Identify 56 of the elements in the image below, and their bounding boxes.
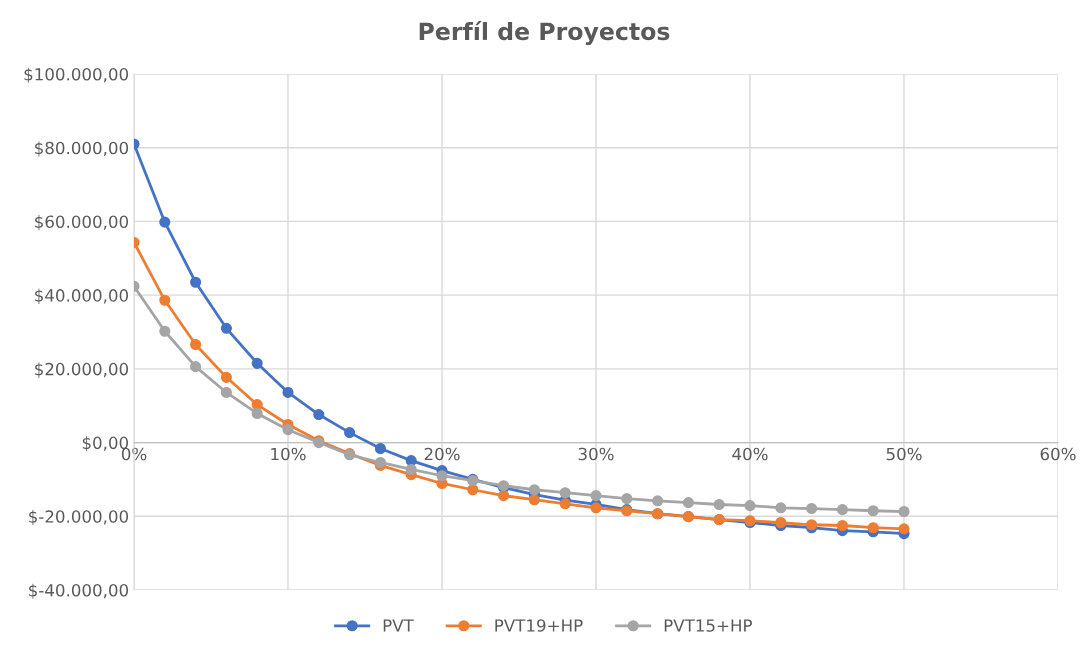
point <box>898 523 910 535</box>
point <box>374 442 386 455</box>
point <box>405 463 417 476</box>
x-tick-label: 40% <box>732 447 768 461</box>
point <box>313 409 325 421</box>
point <box>806 502 818 515</box>
point <box>220 322 232 334</box>
point <box>528 484 540 496</box>
y-tick-label: $80.000,00 <box>35 141 129 157</box>
point <box>190 338 202 351</box>
point <box>559 487 571 499</box>
point <box>251 407 263 420</box>
point <box>898 505 910 518</box>
point <box>867 505 879 517</box>
point <box>652 495 664 507</box>
point <box>467 484 479 496</box>
legend-label: PVT15+HP <box>664 619 752 632</box>
point <box>159 325 171 337</box>
point <box>436 470 448 482</box>
x-tick-label: 20% <box>424 447 460 461</box>
y-tick-label: $-20.000,00 <box>29 509 129 526</box>
point <box>190 361 202 373</box>
point <box>282 424 294 436</box>
point <box>159 216 171 228</box>
x-tick-label: 10% <box>271 447 306 461</box>
point <box>528 494 540 506</box>
x-tick-label: 30% <box>578 447 614 461</box>
y-tick-label: $20.000,00 <box>35 362 129 378</box>
point <box>251 357 263 369</box>
point <box>190 276 202 288</box>
point <box>220 386 232 399</box>
point <box>282 386 294 399</box>
point <box>867 522 879 534</box>
point <box>682 497 694 509</box>
y-tick-label: $100.000,00 <box>24 67 129 83</box>
y-tick-label: $60.000,00 <box>35 215 129 231</box>
point <box>621 493 633 505</box>
point <box>590 490 602 502</box>
point <box>498 490 510 502</box>
legend-label: PVT <box>383 619 414 632</box>
chart-title: Perfíl de Proyectos <box>419 21 670 45</box>
point <box>713 498 725 511</box>
x-tick-label: 60% <box>1040 447 1076 461</box>
point <box>744 500 756 512</box>
point <box>836 504 848 516</box>
point <box>220 371 232 383</box>
point <box>344 427 356 439</box>
point <box>836 519 848 532</box>
legend-label: PVT19+HP <box>495 619 583 632</box>
point <box>559 498 571 510</box>
point <box>590 502 602 514</box>
point <box>775 502 787 514</box>
point <box>159 294 171 306</box>
x-tick-label: 50% <box>886 447 922 461</box>
y-tick-label: $-40.000,00 <box>29 583 129 599</box>
y-tick-label: $40.000,00 <box>35 288 129 304</box>
